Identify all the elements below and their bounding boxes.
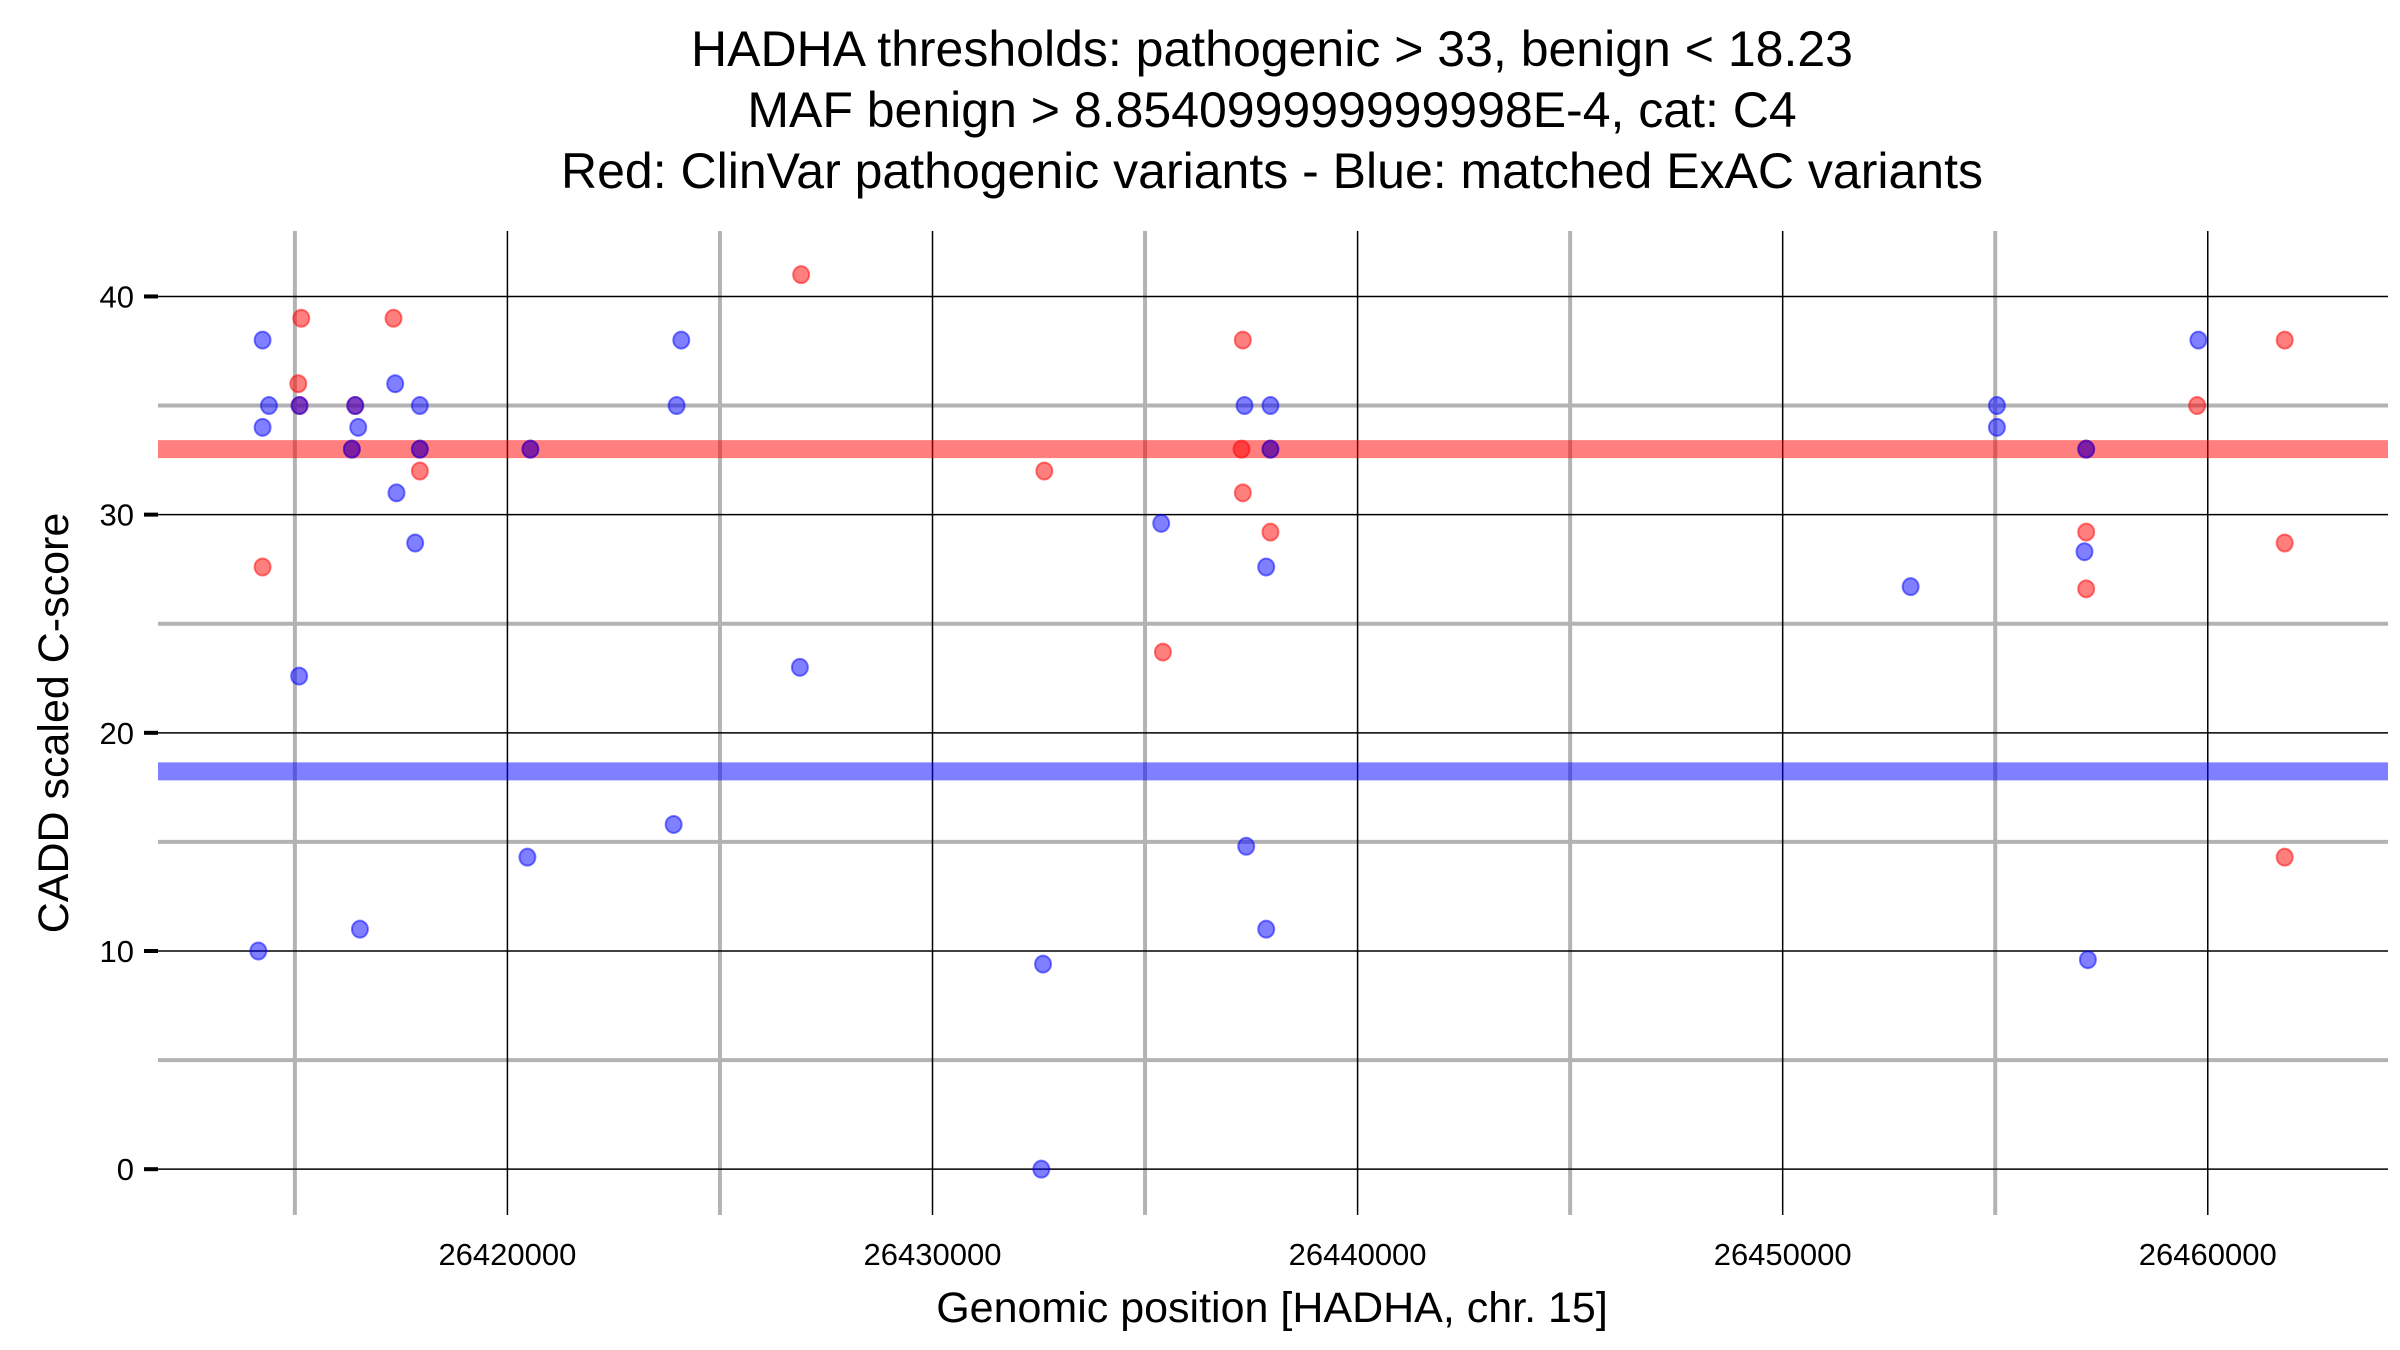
exac-variant-point (1237, 836, 1256, 856)
exac-variant-point (2189, 330, 2208, 350)
chart-title-line-1: HADHA thresholds: pathogenic > 33, benig… (691, 21, 1853, 77)
clinvar-pathogenic-point (1233, 330, 1252, 350)
exac-variant-point (790, 657, 809, 677)
exac-variant-point (386, 374, 405, 394)
exac-variant-point (518, 847, 537, 867)
exac-variant-point (342, 439, 361, 459)
clinvar-pathogenic-point (2275, 847, 2294, 867)
exac-variant-point (2075, 542, 2094, 562)
x-tick-label: 26420000 (438, 1237, 576, 1272)
y-tick-label: 0 (117, 1152, 134, 1187)
clinvar-pathogenic-point (289, 374, 308, 394)
exac-variant-point (346, 396, 365, 416)
axes: 0 10 20 30 40 26420000 26430000 26440000 2645000… (100, 279, 2277, 1272)
threshold-lines (158, 440, 2388, 781)
clinvar-pathogenic-point (2077, 579, 2096, 599)
clinvar-pathogenic-point (292, 308, 311, 328)
clinvar-pathogenic-point (2077, 522, 2096, 542)
clinvar-pathogenic-point (410, 461, 429, 481)
exac-variant-point (253, 417, 272, 437)
y-tick-label: 10 (100, 934, 134, 969)
exac-variant-point (349, 417, 368, 437)
exac-variant-point (2077, 439, 2096, 459)
exac-variant-point (521, 439, 540, 459)
clinvar-pathogenic-point (384, 308, 403, 328)
exac-variant-point (1261, 396, 1280, 416)
exac-variant-point (253, 330, 272, 350)
y-tick-label: 30 (100, 498, 134, 533)
y-tick-label: 40 (100, 279, 134, 314)
x-tick-label: 26460000 (2139, 1237, 2277, 1272)
clinvar-pathogenic-point (253, 557, 272, 577)
exac-variant-point (1235, 396, 1254, 416)
exac-variant-point (1257, 557, 1276, 577)
y-tick-label: 20 (100, 716, 134, 751)
clinvar-pathogenic-point (2275, 330, 2294, 350)
clinvar-pathogenic-point (1261, 522, 1280, 542)
clinvar-pathogenic-point (1233, 483, 1252, 503)
grid-lines (158, 231, 2388, 1215)
exac-variant-point (410, 439, 429, 459)
clinvar-pathogenic-point (1232, 439, 1251, 459)
clinvar-pathogenic-point (1153, 642, 1172, 662)
exac-variant-point (667, 396, 686, 416)
x-tick-label: 26440000 (1289, 1237, 1427, 1272)
exac-variant-point (664, 814, 683, 834)
exac-variant-point (1901, 577, 1920, 597)
x-tick-label: 26450000 (1714, 1237, 1852, 1272)
exac-variant-point (1261, 439, 1280, 459)
exac-variant-point (672, 330, 691, 350)
exac-variant-point (350, 919, 369, 939)
chart-title-line-2: MAF benign > 8.854099999999998E-4, cat: … (747, 82, 1796, 138)
exac-variant-point (1987, 396, 2006, 416)
exac-variant-point (1257, 919, 1276, 939)
exac-variant-point (387, 483, 406, 503)
exac-variant-point (406, 533, 425, 553)
exac-variant-point (410, 396, 429, 416)
exac-variant-point (290, 396, 309, 416)
exac-variant-point (2078, 950, 2097, 970)
data-points (249, 265, 2294, 1179)
exac-variant-point (1032, 1159, 1051, 1179)
exac-variant-point (1034, 954, 1053, 974)
clinvar-pathogenic-point (2275, 533, 2294, 553)
exac-variant-point (1987, 417, 2006, 437)
exac-variant-point (259, 396, 278, 416)
exac-variant-point (1152, 513, 1171, 533)
x-tick-label: 26430000 (864, 1237, 1002, 1272)
clinvar-pathogenic-point (1035, 461, 1054, 481)
exac-variant-point (290, 666, 309, 686)
clinvar-pathogenic-point (2188, 396, 2207, 416)
exac-variant-point (249, 941, 268, 961)
chart-title-line-3: Red: ClinVar pathogenic variants - Blue:… (561, 143, 1983, 199)
clinvar-pathogenic-point (792, 265, 811, 285)
y-axis-label: CADD scaled C-score (30, 513, 78, 934)
x-axis-label: Genomic position [HADHA, chr. 15] (936, 1284, 1608, 1332)
